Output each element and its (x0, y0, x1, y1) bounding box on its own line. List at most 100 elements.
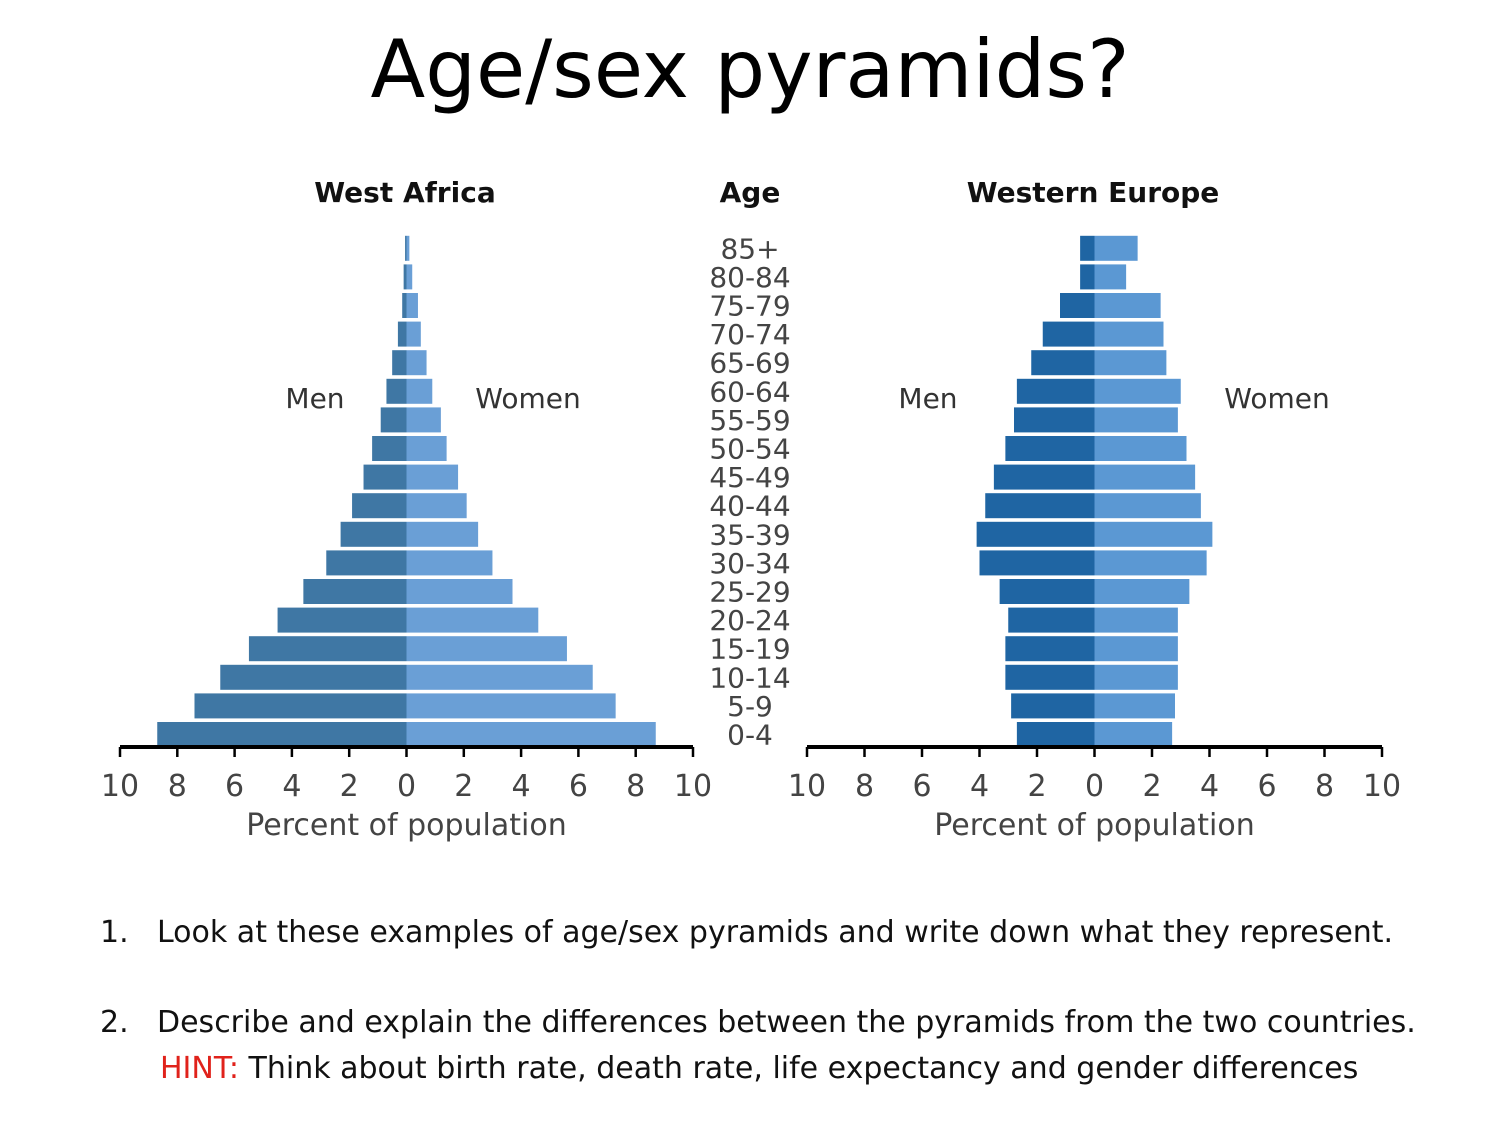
western-europe-bar-men (1005, 664, 1095, 690)
west-africa-bar-women (406, 350, 427, 376)
west-africa-bar-men (303, 579, 407, 604)
western-europe-tick-label: 6 (912, 769, 931, 804)
western-europe-bar-men (1016, 722, 1095, 747)
western-europe-xlabel: Percent of population (934, 808, 1255, 843)
age-group-label: 70-74 (709, 318, 790, 351)
age-group-label: 0-4 (727, 719, 773, 752)
age-group-label: 35-39 (709, 518, 790, 551)
western-europe-bar-women (1094, 464, 1196, 490)
age-group-label: 20-24 (709, 604, 790, 637)
west-africa-bar-men (157, 722, 407, 747)
age-group-label: 60-64 (709, 375, 790, 408)
west-africa-bar-men (386, 378, 407, 404)
western-europe-bar-women (1094, 235, 1138, 261)
question-1-number: 1. (100, 915, 129, 950)
west-africa-bar-women (406, 464, 459, 490)
western-europe-bar-men (1080, 235, 1095, 261)
western-europe-bar-women (1094, 321, 1164, 347)
western-europe-bar-women (1094, 350, 1167, 376)
west-africa-tick-label: 6 (569, 769, 588, 804)
western-europe-bar-women (1094, 722, 1173, 747)
western-europe-tick-label: 8 (1315, 769, 1334, 804)
west-africa-bar-women (406, 436, 447, 461)
west-africa-bar-men (397, 321, 407, 347)
western-europe-tick-label: 6 (1257, 769, 1276, 804)
west-africa-tick-label: 0 (397, 769, 416, 804)
west-africa-women-label: Women (475, 382, 580, 415)
west-africa-tick-label: 10 (101, 769, 139, 804)
age-group-label: 65-69 (709, 347, 790, 380)
question-2-text: Describe and explain the differences bet… (157, 1005, 1416, 1040)
west-africa-tick-label: 2 (340, 769, 359, 804)
west-africa-bar-men (402, 293, 407, 318)
western-europe-bar-women (1094, 436, 1187, 461)
western-europe-tick-label: 0 (1085, 769, 1104, 804)
west-africa-bar-women (406, 293, 418, 318)
west-africa-bar-men (392, 350, 407, 376)
west-africa-bar-men (248, 636, 407, 662)
west-africa-bar-women (406, 636, 567, 662)
west-africa-bar-women (406, 521, 479, 547)
west-africa-bar-men (380, 407, 407, 433)
west-africa-bar-women (406, 722, 656, 747)
western-europe-bar-women (1094, 636, 1178, 662)
western-europe-tick-label: 10 (1363, 769, 1401, 804)
hint-text: Think about birth rate, death rate, life… (238, 1051, 1359, 1086)
question-2-number: 2. (100, 1005, 129, 1040)
age-group-label: 85+ (720, 232, 779, 265)
age-group-label: 5-9 (727, 690, 773, 723)
west-africa-tick-label: 6 (225, 769, 244, 804)
west-africa-bar-men (194, 693, 407, 719)
western-europe-bar-men (999, 579, 1095, 604)
west-africa-bar-men (277, 607, 407, 633)
hint-label: HINT: (160, 1051, 239, 1086)
age-group-label: 80-84 (709, 261, 790, 294)
west-africa-bar-women (406, 579, 513, 604)
west-africa-bar-men (403, 264, 407, 290)
age-group-label: 75-79 (709, 290, 790, 323)
west-africa-tick-label: 10 (674, 769, 712, 804)
western-europe-bar-women (1094, 407, 1178, 433)
western-europe-tick-label: 4 (1200, 769, 1219, 804)
west-africa-bar-men (326, 550, 407, 576)
age-group-label: 15-19 (709, 633, 790, 666)
western-europe-bar-men (1008, 607, 1095, 633)
western-europe-men-label: Men (898, 382, 957, 415)
population-pyramids: West Africa Men Women 10 8 6 4 2 0 2 4 6 8 10 Percent … (101, 176, 1401, 843)
west-africa-tick-label: 2 (454, 769, 473, 804)
western-europe-bar-men (1005, 436, 1095, 461)
western-europe-bar-women (1094, 579, 1190, 604)
west-africa-bar-women (406, 664, 593, 690)
age-group-label: 50-54 (709, 433, 790, 466)
age-header: Age (720, 176, 781, 209)
western-europe-bar-men (1031, 350, 1095, 376)
west-africa-bar-men (372, 436, 407, 461)
question-1-text: Look at these examples of age/sex pyrami… (157, 915, 1394, 950)
western-europe-bar-women (1094, 550, 1207, 576)
western-europe-tick-label: 2 (1027, 769, 1046, 804)
western-europe-bar-men (979, 550, 1095, 576)
western-europe-bar-men (976, 521, 1095, 547)
western-europe-bar-women (1094, 664, 1178, 690)
west-africa-xlabel: Percent of population (246, 808, 567, 843)
western-europe-tick-label: 10 (788, 769, 826, 804)
west-africa-bar-men (405, 235, 407, 261)
west-africa-tick-label: 4 (512, 769, 531, 804)
west-africa-bar-men (352, 493, 407, 519)
west-africa-men-label: Men (285, 382, 344, 415)
western-europe-bar-men (993, 464, 1095, 490)
age-group-label: 45-49 (709, 461, 790, 494)
western-europe-bar-men (1014, 407, 1095, 433)
western-europe-bar-women (1094, 293, 1161, 318)
western-europe-title: Western Europe (967, 176, 1220, 209)
hint: HINT: Think about birth rate, death rate… (160, 1051, 1358, 1086)
age-group-label: 25-29 (709, 576, 790, 609)
west-africa-bar-women (406, 407, 441, 433)
western-europe-tick-label: 4 (970, 769, 989, 804)
western-europe-bar-men (985, 493, 1095, 519)
western-europe-bar-men (1042, 321, 1095, 347)
western-europe-bar-women (1094, 693, 1175, 719)
western-europe-tick-label: 2 (1142, 769, 1161, 804)
western-europe-bar-women (1094, 521, 1213, 547)
western-europe-bar-men (1005, 636, 1095, 662)
